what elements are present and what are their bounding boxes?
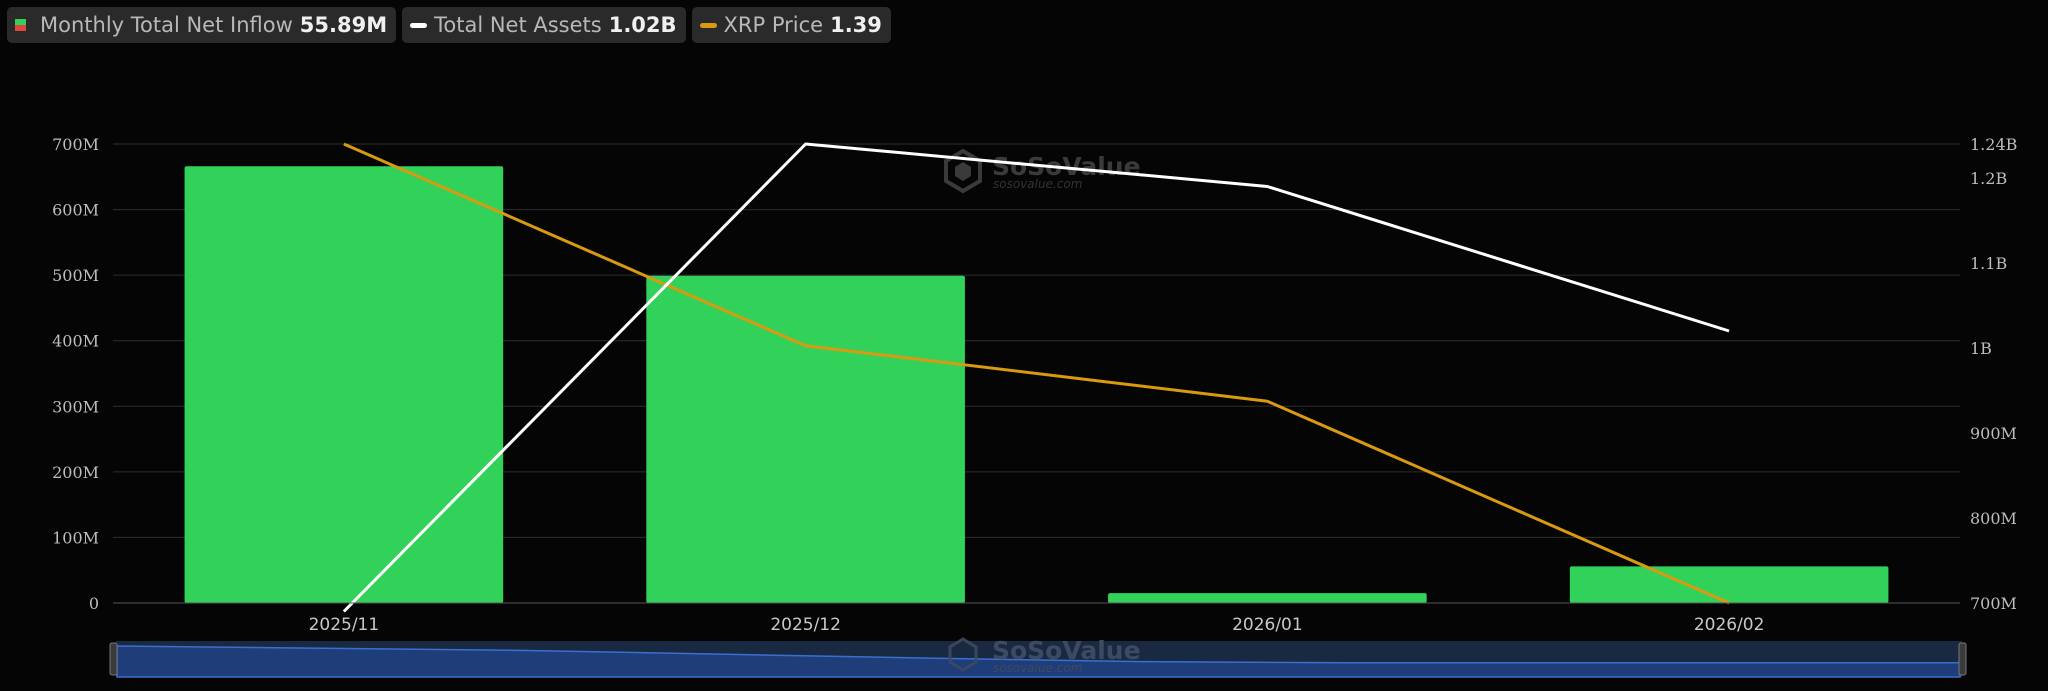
- watermark-logo-inner-icon: [955, 162, 971, 181]
- line-total-net-assets[interactable]: [342, 142, 1730, 613]
- bar-inflow[interactable]: [184, 166, 504, 603]
- y-right-tick-label: 1.1B: [1970, 254, 2007, 273]
- y-left-tick-label: 500M: [52, 266, 99, 285]
- navigator-watermark-logo-icon: [948, 637, 978, 672]
- legend-assets-value: 1.02B: [608, 13, 677, 37]
- y-axis-left: 0 100M 200M 300M 400M 500M 600M 700M: [52, 135, 99, 613]
- x-tick-label: 2026/02: [1694, 615, 1765, 635]
- y-left-tick-label: 700M: [52, 135, 99, 154]
- x-axis: 2025/11 2025/12 2026/01 2026/02: [113, 602, 1960, 635]
- bar-inflow[interactable]: [1569, 566, 1889, 603]
- legend-inflow-value: 55.89M: [299, 13, 388, 37]
- bar-inflow[interactable]: [646, 275, 965, 603]
- navigator-left-handle[interactable]: [109, 642, 118, 676]
- bar-swatch-icon: [15, 19, 26, 31]
- watermark-sub: sosovalue.com: [993, 177, 1082, 191]
- y-left-tick-label: 400M: [52, 332, 99, 351]
- y-left-tick-label: 300M: [52, 397, 99, 416]
- y-right-tick-label: 700M: [1970, 594, 2017, 613]
- legend-item-assets[interactable]: Total Net Assets 1.02B: [402, 7, 686, 43]
- x-tick-label: 2025/11: [309, 615, 380, 635]
- legend-inflow-label: Monthly Total Net Inflow: [40, 13, 293, 37]
- watermark: SoSoValue sosovalue.com: [944, 148, 1141, 194]
- bar-inflow[interactable]: [1108, 593, 1427, 603]
- y-left-tick-label: 200M: [52, 463, 99, 482]
- y-right-tick-label: 1.2B: [1970, 169, 2007, 188]
- y-axis-right: 700M 800M 900M 1B 1.1B 1.2B 1.24B: [1970, 135, 2017, 613]
- navigator-watermark-name: SoSoValue: [992, 636, 1141, 665]
- line-swatch-icon: [410, 22, 428, 28]
- y-left-tick-label: 100M: [52, 528, 99, 547]
- y-right-tick-label: 800M: [1970, 509, 2017, 528]
- legend-price-label: XRP Price: [723, 13, 824, 37]
- y-right-tick-label: 1.24B: [1970, 135, 2017, 154]
- legend-item-price[interactable]: XRP Price 1.39: [691, 7, 891, 43]
- navigator-right-handle[interactable]: [1958, 642, 1967, 676]
- y-left-tick-label: 0: [89, 594, 99, 613]
- x-tick-label: 2025/12: [770, 615, 841, 635]
- x-tick-label: 2026/01: [1232, 615, 1303, 635]
- y-right-tick-label: 900M: [1970, 424, 2017, 443]
- navigator-watermark-sub: sosovalue.com: [993, 661, 1082, 675]
- legend-assets-label: Total Net Assets: [434, 13, 602, 37]
- range-navigator[interactable]: SoSoValue sosovalue.com: [109, 636, 1967, 678]
- line-xrp-price[interactable]: [343, 142, 1730, 605]
- line-series: [342, 142, 1730, 613]
- line-swatch-icon: [699, 22, 717, 28]
- bar-series: [184, 166, 1889, 603]
- y-right-tick-label: 1B: [1970, 339, 1992, 358]
- y-left-tick-label: 600M: [52, 201, 99, 220]
- legend-item-inflow[interactable]: Monthly Total Net Inflow 55.89M: [7, 7, 397, 43]
- legend-price-value: 1.39: [830, 13, 882, 37]
- chart-legend: Monthly Total Net Inflow 55.89M Total Ne…: [7, 7, 891, 43]
